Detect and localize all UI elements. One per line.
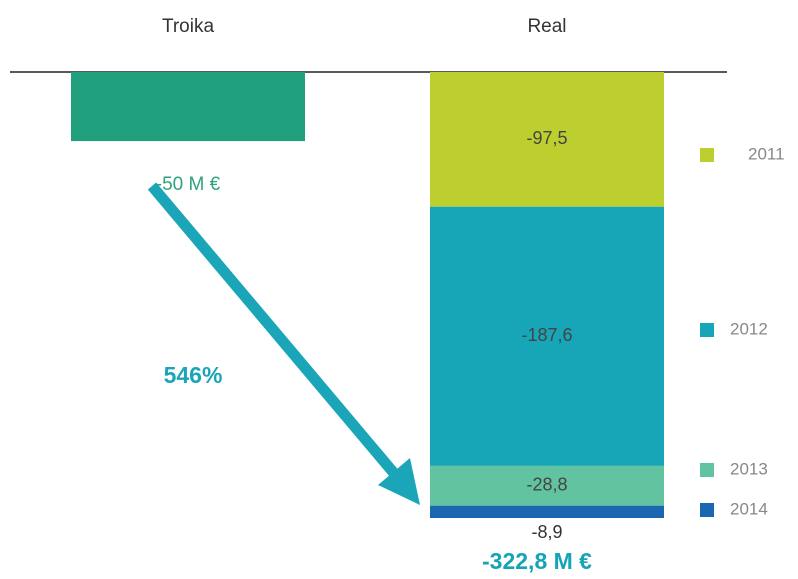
legend-label: 2014: [730, 499, 768, 518]
category-label: Troika: [162, 16, 215, 37]
bar-segment: [430, 72, 664, 207]
value-label: -28,8: [526, 475, 567, 495]
bar-segment: [430, 206, 664, 466]
legend-swatch: [700, 148, 714, 162]
legend-swatch: [700, 503, 714, 517]
value-label: -187,6: [521, 325, 572, 345]
value-label: -50 M €: [156, 174, 221, 195]
bar-segment: [430, 465, 664, 506]
legend-label: 2012: [730, 319, 768, 338]
legend-label: 2011: [748, 144, 785, 163]
ratio-annotation: 546%: [164, 362, 223, 388]
value-label: -97,5: [526, 128, 567, 148]
value-label: -8,9: [531, 522, 562, 542]
legend-label: 2013: [730, 459, 768, 478]
arrow: [147, 182, 403, 482]
category-label: Real: [527, 16, 566, 37]
arrow-head: [378, 458, 420, 505]
total-annotation: -322,8 M €: [482, 548, 592, 574]
bar: [71, 72, 305, 142]
bar-segment: [430, 505, 664, 518]
legend-swatch: [700, 323, 714, 337]
legend-swatch: [700, 463, 714, 477]
